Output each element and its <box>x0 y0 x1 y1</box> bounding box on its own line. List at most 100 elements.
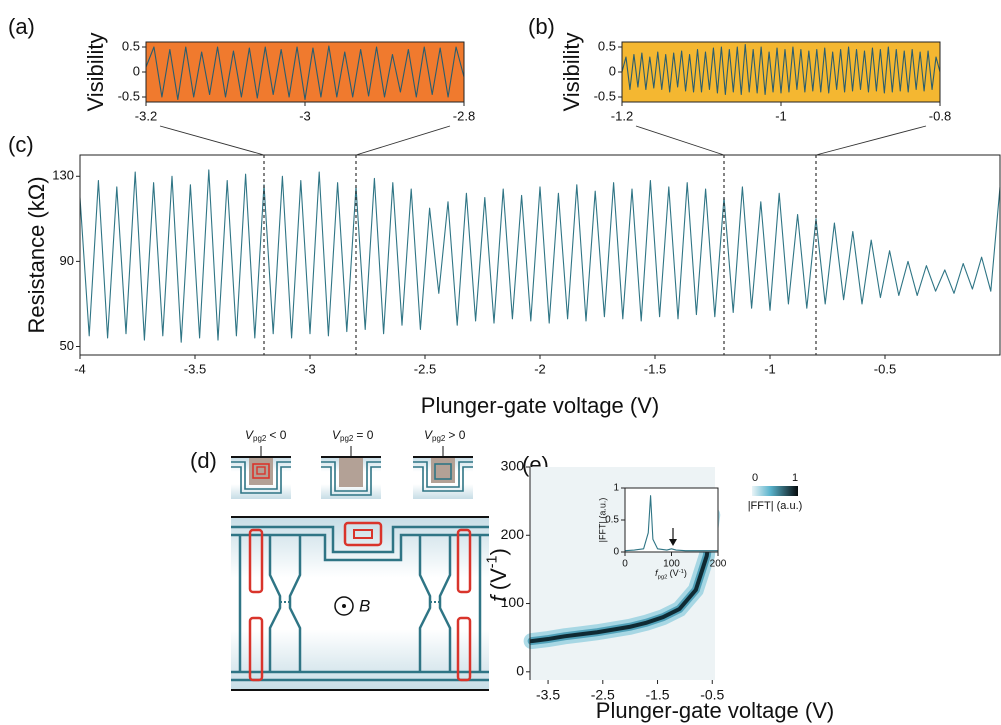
y-tick-label: 130 <box>52 168 74 183</box>
inset-diagrams: Vpg2 < 0 Vpg2 = 0 Vpg2 > 0 <box>231 428 473 499</box>
close: ) <box>486 548 511 555</box>
y-tick-label: 0.5 <box>122 38 140 53</box>
edge-channel <box>321 461 381 496</box>
x-tick-label: -1.2 <box>611 108 633 123</box>
zoom-connector <box>159 125 265 156</box>
y-tick-label: 1 <box>613 483 619 494</box>
bound-state <box>343 521 383 547</box>
x-tick-label: -1 <box>775 108 787 123</box>
x-tick-label: -1 <box>764 361 776 376</box>
superscript: -1 <box>679 568 684 574</box>
x-tick-label: -3.2 <box>135 108 157 123</box>
colorbar <box>752 486 798 496</box>
plot-frame <box>79 154 1001 356</box>
y-axis-label: Resistance (kΩ) <box>24 176 49 333</box>
x-tick-label: -1.5 <box>644 361 666 376</box>
y-axis-label: Visibility <box>559 32 584 111</box>
symbol: V <box>332 428 341 442</box>
close: ) <box>684 568 687 578</box>
y-tick-label: 50 <box>60 338 74 353</box>
x-tick-label: -0.8 <box>929 108 951 123</box>
panel-label: (d) <box>190 448 217 473</box>
panel-label: (a) <box>8 14 35 39</box>
panel-label: (c) <box>8 132 34 157</box>
y-tick-label: -0.5 <box>594 88 616 103</box>
x-axis-label: Plunger-gate voltage (V) <box>596 698 834 723</box>
x-tick-label: -2.5 <box>591 687 615 703</box>
colorbar-tick-label: 0 <box>752 472 758 484</box>
data-line <box>79 169 1001 343</box>
bound-state <box>434 463 452 480</box>
x-tick-label: -3.5 <box>184 361 206 376</box>
arrow-head <box>669 539 677 546</box>
x-tick-label: 100 <box>663 559 680 570</box>
subscript: pg2 <box>340 434 354 443</box>
y-tick-label: 0.5 <box>598 38 616 53</box>
plunger-gate <box>339 457 363 487</box>
data-line <box>624 495 718 552</box>
x-axis-label: Plunger-gate voltage (V) <box>421 393 659 418</box>
diagram: Vpg2 < 0 Vpg2 = 0 Vpg2 > 0 B <box>231 428 489 691</box>
zoom-connector <box>815 125 927 156</box>
gate-condition: Vpg2 > 0 <box>424 428 466 443</box>
relation: > 0 <box>448 428 465 442</box>
x-tick-label: -3.5 <box>536 687 560 703</box>
bound-state <box>256 466 266 475</box>
field-label: B <box>359 596 370 615</box>
zoom-connector <box>355 125 451 156</box>
x-tick-label: -0.5 <box>874 361 896 376</box>
y-tick-label: 300 <box>501 458 525 474</box>
data-line <box>621 43 941 96</box>
bound-state <box>252 463 270 479</box>
bound-state <box>248 528 264 594</box>
y-tick-label: 0.5 <box>605 515 619 526</box>
unit: (V <box>670 568 679 578</box>
gate-condition: Vpg2 = 0 <box>332 428 374 443</box>
subscript: pg2 <box>658 574 668 580</box>
chart: 0 0.5 1 0 100 200 |FFT| (a.u.) fpg2 (V-1) <box>597 483 726 581</box>
x-tick-label: 200 <box>710 559 727 570</box>
main-diagram: B <box>231 516 489 691</box>
y-axis-label: |FFT| (a.u.) <box>597 498 607 543</box>
edge-channel <box>231 670 489 682</box>
edge-channel <box>231 461 291 494</box>
relation: < 0 <box>269 428 286 442</box>
x-tick-label: -3 <box>304 361 316 376</box>
bound-state <box>456 616 472 682</box>
field-symbol <box>334 596 354 616</box>
edge-channel <box>231 525 489 562</box>
symbol: f <box>486 593 511 602</box>
y-tick-label: 0 <box>609 63 616 78</box>
subscript: pg2 <box>253 434 267 443</box>
superscript: -1 <box>484 555 500 568</box>
colorbar-label: |FFT| (a.u.) <box>748 500 803 512</box>
x-tick-label: -2.8 <box>453 108 475 123</box>
colorbar-tick-label: 1 <box>792 472 798 484</box>
symbol: f <box>655 568 659 578</box>
chart: 0.5 0 -0.5 -1.2 -1 -0.8 Visibility <box>559 32 951 123</box>
y-tick-label: 0 <box>516 663 524 679</box>
chart: 0.5 0 -0.5 -3.2 -3 -2.8 Visibility <box>83 32 475 123</box>
unit: (V <box>486 568 511 590</box>
y-axis-label: Visibility <box>83 32 108 111</box>
symbol: V <box>424 428 433 442</box>
y-tick-label: 100 <box>501 594 525 610</box>
axis-label: f (V-1) <box>484 548 511 602</box>
panel-label: (b) <box>528 14 555 39</box>
x-tick-label: -4 <box>74 361 86 376</box>
bound-state <box>248 616 264 682</box>
bound-state <box>456 528 472 594</box>
plot-background <box>146 42 464 102</box>
y-tick-label: -0.5 <box>118 88 140 103</box>
x-tick-label: 0 <box>622 559 628 570</box>
field-symbol <box>342 604 346 608</box>
x-tick-label: -1.5 <box>645 687 669 703</box>
x-tick-label: -0.5 <box>700 687 724 703</box>
bound-state <box>353 529 373 539</box>
y-tick-label: 0 <box>613 547 619 558</box>
x-tick-label: -2 <box>534 361 546 376</box>
symbol: V <box>245 428 254 442</box>
y-tick-label: 0 <box>133 63 140 78</box>
